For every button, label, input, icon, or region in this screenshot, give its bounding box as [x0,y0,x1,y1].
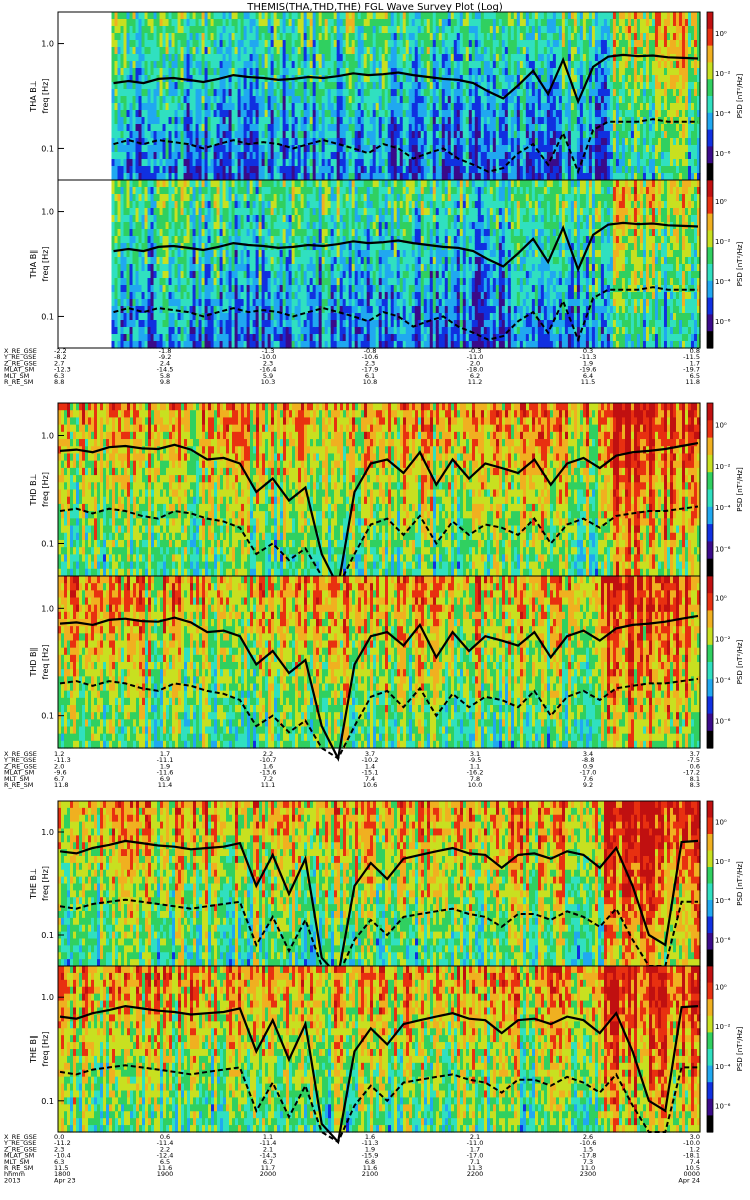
wave-survey-figure: THEMIS(THA,THD,THE) FGL Wave Survey Plot… [0,0,750,1200]
figure-title: THEMIS(THA,THD,THE) FGL Wave Survey Plot… [246,2,503,13]
